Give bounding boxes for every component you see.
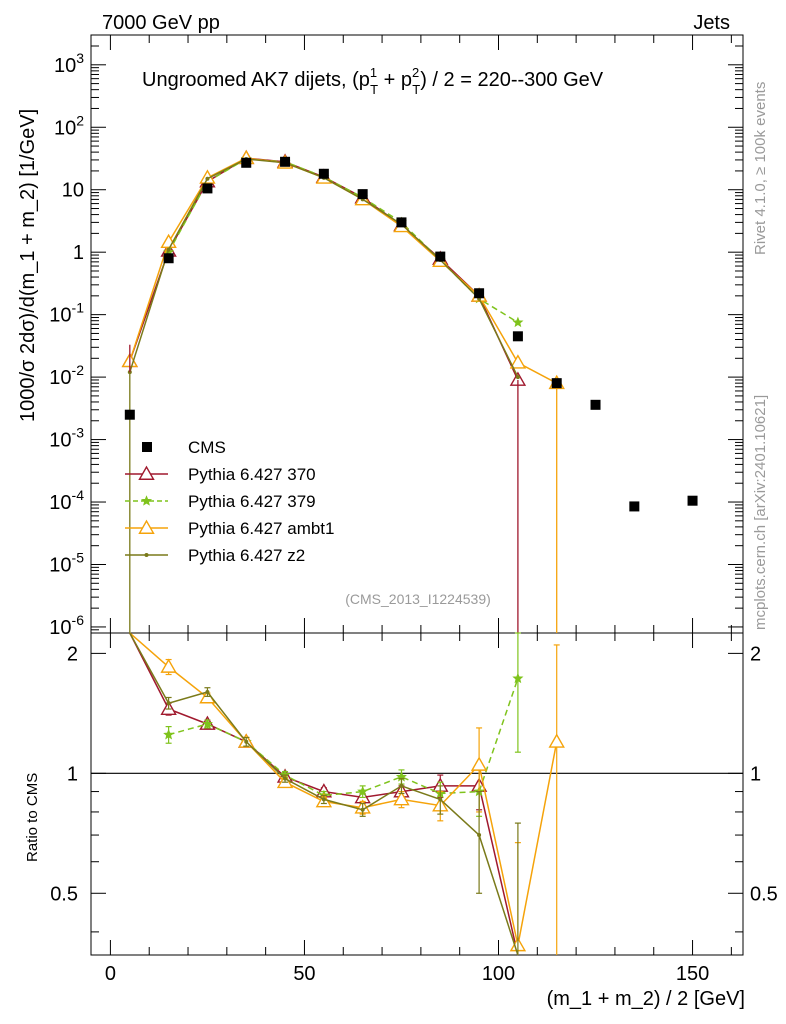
title-sup2: 2 — [412, 65, 419, 80]
reference-point — [629, 501, 640, 512]
ratio-line-2 — [168, 678, 519, 797]
y-tick-label: 10-6 — [49, 612, 84, 639]
ratio-tick-label-left: 2 — [67, 643, 78, 665]
ratio-point-4 — [321, 797, 326, 802]
ratio-tick-label-right: 2 — [750, 643, 761, 665]
ratio-tick-label-right: 1 — [750, 763, 761, 785]
reference-point — [687, 495, 698, 506]
x-tick-label: 50 — [293, 963, 315, 985]
y-tick-label: 102 — [54, 112, 84, 139]
ratio-point-2 — [163, 728, 175, 740]
reference-point — [357, 189, 368, 200]
reference-point — [241, 157, 252, 168]
legend-marker-1 — [138, 465, 155, 480]
reference-point — [435, 251, 446, 262]
energy-label: 7000 GeV pp — [102, 12, 220, 34]
legend-label-4: Pythia 6.427 z2 — [188, 546, 305, 565]
reference-point — [124, 409, 135, 420]
y-tick-label: 103 — [54, 50, 84, 77]
reference-point — [551, 378, 562, 389]
series-point-4 — [166, 247, 171, 252]
reference-point — [590, 399, 601, 410]
title-sub1: T — [370, 82, 378, 97]
ratio-point-2 — [357, 785, 369, 797]
series-point-3 — [509, 354, 527, 369]
series-point-2 — [512, 316, 524, 328]
category-label: Jets — [693, 12, 730, 34]
ratio-y-axis-label: Ratio to CMS — [24, 773, 41, 862]
series-point-4 — [515, 375, 520, 380]
analysis-tag: (CMS_2013_I1224539) — [345, 591, 491, 607]
legend-marker-4 — [144, 553, 149, 557]
x-tick-label: 100 — [482, 963, 515, 985]
reference-point — [318, 168, 329, 179]
y-tick-label: 10-3 — [49, 425, 84, 452]
legend-label-3: Pythia 6.427 ambt1 — [188, 519, 334, 538]
ratio-point-2 — [201, 718, 213, 729]
chart-title: Ungroomed AK7 dijets, (p1 T + p2 T) / 2 = … — [142, 65, 604, 97]
ratio-point-3 — [548, 733, 565, 748]
title-sup1: 1 — [370, 65, 377, 80]
ratio-point-4 — [166, 701, 171, 706]
legend-marker-cms — [142, 442, 152, 452]
ratio-tick-label-left: 0.5 — [50, 883, 78, 905]
y-tick-label: 10-4 — [49, 487, 84, 514]
ratio-point-4 — [244, 739, 249, 744]
y-tick-label: 10-1 — [49, 300, 84, 327]
x-tick-label: 0 — [105, 963, 116, 985]
axis-ticks: 0 50 100 150 10-6 10-5 10-4 10-3 10-2 10-1 1 10 102 1… — [49, 34, 778, 985]
ratio-point-4 — [205, 689, 210, 694]
title-mid: + p — [378, 69, 412, 91]
y-tick-label: 10 — [62, 180, 84, 202]
ratio-point-4 — [360, 807, 365, 812]
legend-marker-2 — [140, 495, 153, 506]
reference-points — [124, 156, 698, 512]
ratio-panel-frame — [90, 632, 744, 956]
legend-label-1: Pythia 6.427 370 — [188, 465, 316, 484]
ratio-tick-label-right: 0.5 — [750, 883, 778, 905]
ratio-point-4 — [438, 797, 443, 802]
ratio-layer — [129, 632, 565, 956]
title-suffix: ) / 2 = 220--300 GeV — [420, 69, 604, 91]
reference-point — [163, 253, 174, 264]
reference-point — [202, 183, 213, 194]
rivet-version-label: Rivet 4.1.0, ≥ 100k events — [752, 82, 769, 255]
title-sub2: T — [412, 82, 420, 97]
ratio-point-4 — [477, 833, 482, 838]
legend: CMS Pythia 6.427 370 Pythia 6.427 379 Pythi… — [125, 438, 334, 565]
ratio-point-4 — [283, 776, 288, 781]
x-axis-label: (m_1 + m_2) / 2 [GeV] — [547, 988, 745, 1010]
y-tick-label: 10-5 — [49, 549, 84, 576]
series-line-2 — [167, 158, 519, 324]
reference-point — [512, 331, 523, 342]
ratio-point-3 — [393, 791, 410, 806]
reference-point — [396, 217, 407, 228]
ratio-point-3 — [470, 756, 488, 771]
mcplots-label: mcplots.cern.ch [arXiv:2401.10621] — [752, 395, 769, 630]
y-tick-label: 1 — [73, 242, 84, 264]
reference-point — [474, 288, 485, 299]
series-point-4 — [205, 176, 210, 181]
y-axis-label: 1000/σ 2dσ)/d(m_1 + m_2) [1/GeV] — [17, 109, 39, 422]
ratio-tick-label-left: 1 — [67, 763, 78, 785]
y-tick-label: 10-2 — [49, 362, 84, 389]
ratio-point-3 — [160, 658, 177, 673]
ratio-point-4 — [399, 783, 404, 788]
legend-label-2: Pythia 6.427 379 — [188, 492, 316, 511]
reference-point — [280, 156, 291, 167]
ratio-point-2 — [512, 672, 524, 684]
title-prefix: Ungroomed AK7 dijets, (p — [142, 69, 370, 91]
legend-label-cms: CMS — [188, 438, 226, 457]
legend-marker-3 — [138, 519, 155, 534]
x-tick-label: 150 — [676, 963, 709, 985]
